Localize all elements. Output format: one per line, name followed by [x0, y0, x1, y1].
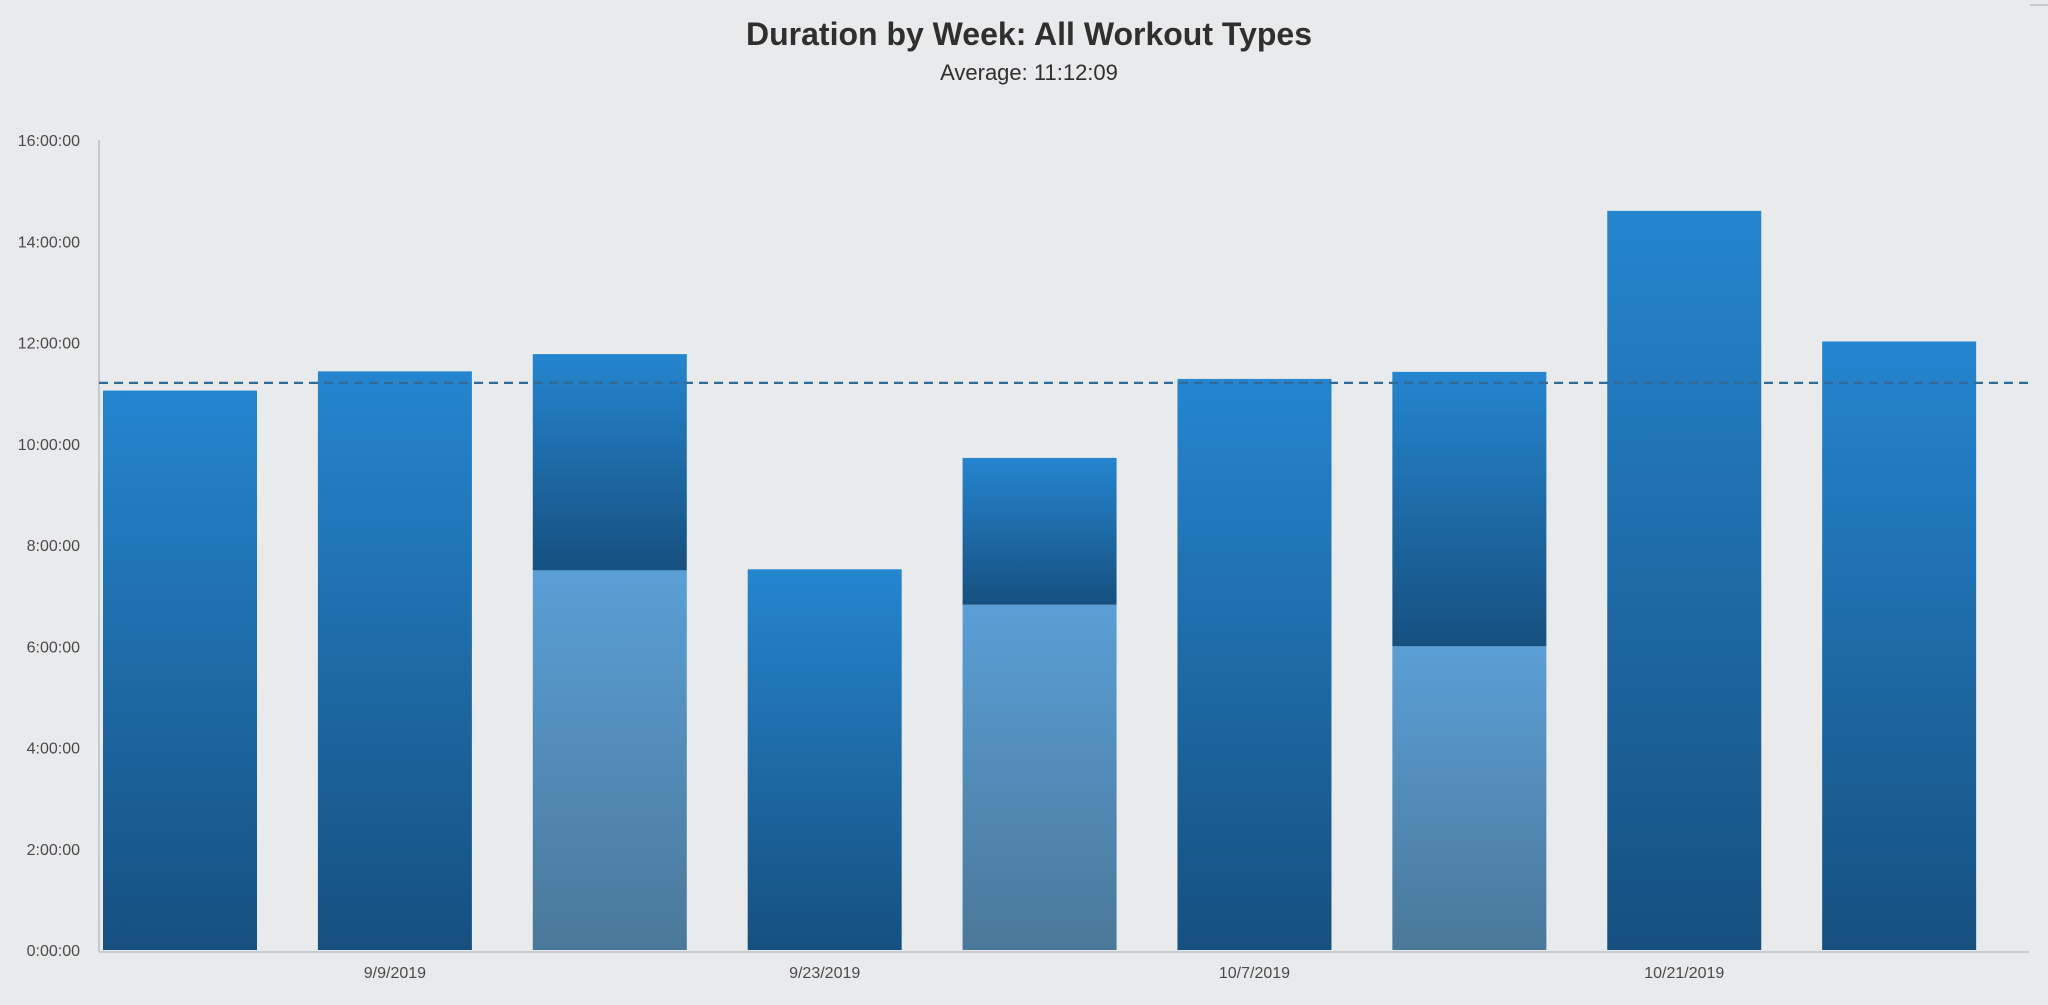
- y-tick-label: 6:00:00: [27, 639, 80, 656]
- bar-segment[interactable]: [1607, 210, 1762, 950]
- y-tick-label: 10:00:00: [18, 437, 80, 454]
- bar-segment[interactable]: [1822, 341, 1977, 950]
- y-tick-label: 2:00:00: [27, 842, 80, 859]
- bar-segment[interactable]: [962, 604, 1117, 950]
- bar-segment[interactable]: [103, 390, 257, 950]
- x-axis-labels: 9/9/2019 9/23/2019 10/7/2019 10/21/2019: [364, 965, 1725, 982]
- y-tick-label: 0:00:00: [27, 943, 80, 960]
- chart-title: Duration by Week: All Workout Types: [746, 16, 1312, 52]
- y-tick-label: 4:00:00: [27, 741, 80, 758]
- chart-subtitle: Average: 11:12:09: [940, 60, 1118, 85]
- bar-segment[interactable]: [532, 570, 687, 950]
- bar-segment[interactable]: [1392, 371, 1547, 647]
- bars-group: [103, 210, 1977, 950]
- y-tick-label: 16:00:00: [18, 133, 80, 150]
- y-axis-labels: 0:00:00 2:00:00 4:00:00 6:00:00 8:00:00 10:00…: [18, 133, 80, 960]
- y-tick-label: 8:00:00: [27, 538, 80, 555]
- window-corner-mark: [2030, 4, 2048, 6]
- bar-segment[interactable]: [532, 354, 687, 571]
- y-tick-label: 12:00:00: [18, 336, 80, 353]
- bar-segment[interactable]: [1392, 646, 1547, 950]
- bar-segment[interactable]: [962, 457, 1117, 605]
- x-tick-label: 9/23/2019: [789, 965, 860, 982]
- x-tick-label: 10/7/2019: [1219, 965, 1290, 982]
- bar-segment[interactable]: [747, 569, 902, 950]
- x-tick-label: 9/9/2019: [364, 965, 426, 982]
- bar-segment[interactable]: [1177, 378, 1332, 950]
- y-tick-label: 14:00:00: [18, 234, 80, 251]
- bar-segment[interactable]: [317, 371, 472, 950]
- x-tick-label: 10/21/2019: [1644, 965, 1724, 982]
